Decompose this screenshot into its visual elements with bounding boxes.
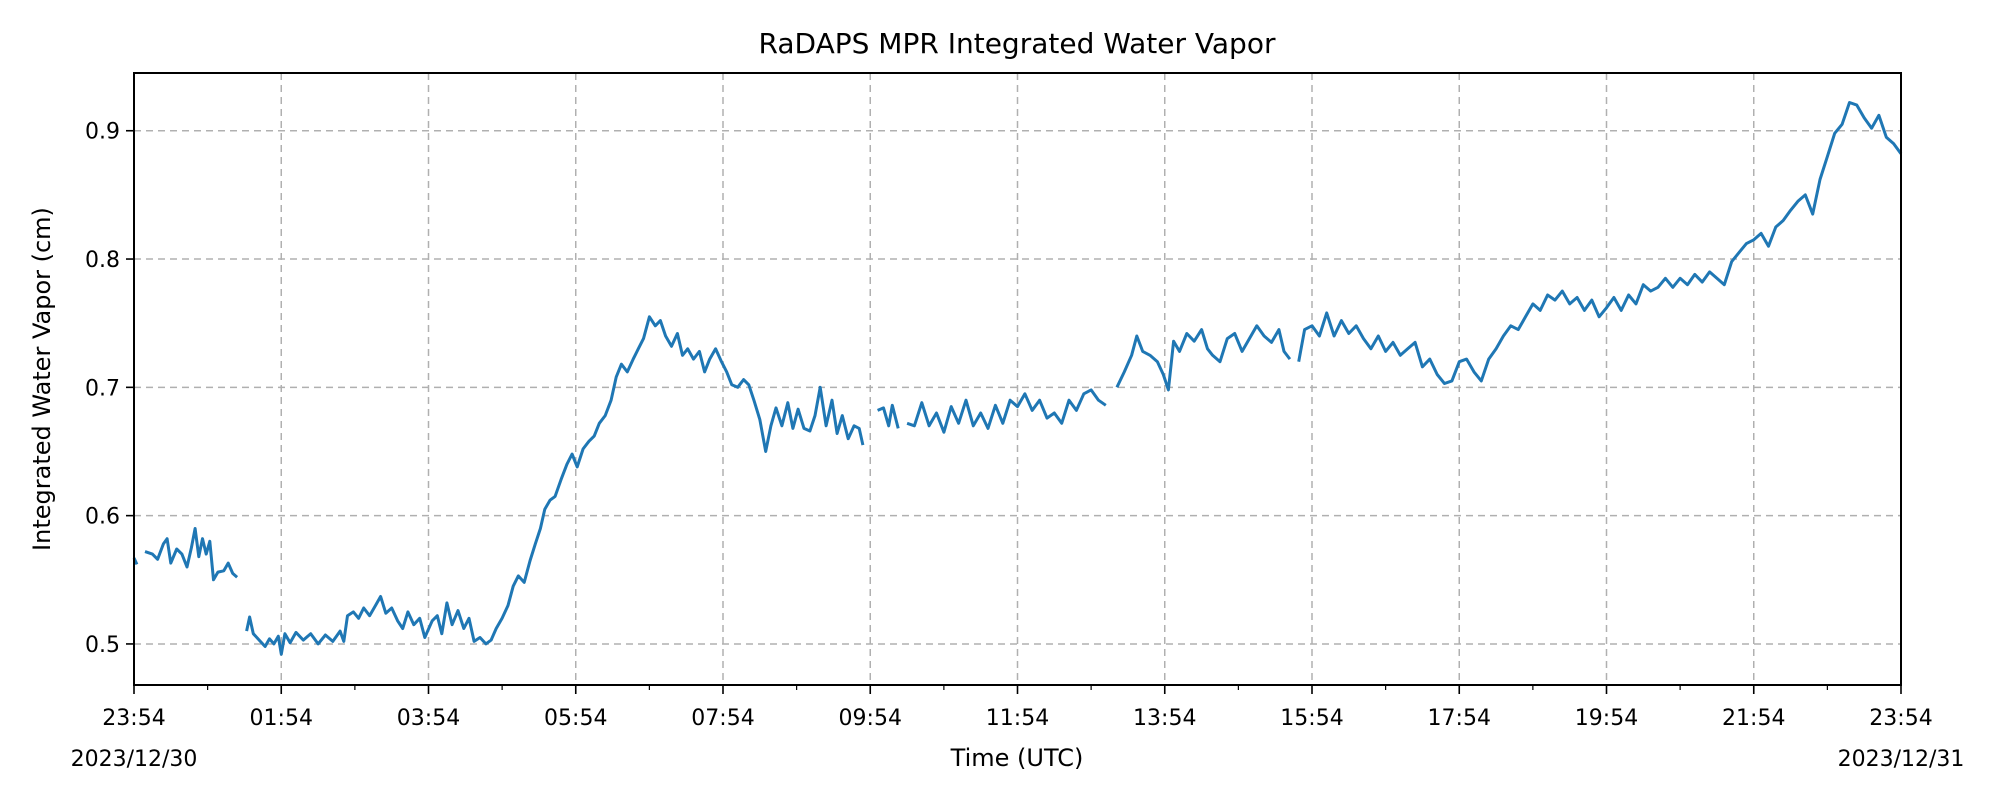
x-tick-label: 23:54	[102, 706, 165, 731]
line-segment	[245, 315, 865, 656]
x-tick-label: 03:54	[397, 706, 460, 731]
y-tick-label: 0.7	[85, 376, 120, 401]
y-axis: 0.5 0.6 0.7 0.8 0.9	[85, 120, 134, 658]
x-tick-label: 13:54	[1133, 706, 1196, 731]
y-tick-label: 0.9	[85, 120, 120, 145]
x-tick-label: 11:54	[986, 706, 1049, 731]
x-date-label: 2023/12/31	[1838, 747, 1965, 772]
x-tick-label: 23:54	[1869, 706, 1932, 731]
x-tick-label: 01:54	[250, 706, 313, 731]
x-tick-label: 15:54	[1280, 706, 1343, 731]
line-segment	[1115, 324, 1292, 392]
y-tick-label: 0.8	[85, 248, 120, 273]
x-tick-label: 07:54	[691, 706, 754, 731]
line-segment	[877, 403, 900, 429]
x-tick-label: 19:54	[1575, 706, 1638, 731]
data-line-series	[132, 101, 1903, 656]
x-tick-label: 21:54	[1722, 706, 1785, 731]
line-segment	[144, 527, 239, 582]
y-tick-label: 0.6	[85, 505, 120, 530]
line-segment	[1297, 101, 1903, 385]
y-tick-label: 0.5	[85, 633, 120, 658]
x-axis-label: Time (UTC)	[950, 744, 1084, 772]
x-axis: 23:54 01:54 03:54 05:54 07:54 09:54 11:54 13:54…	[71, 685, 1965, 772]
x-tick-label: 09:54	[839, 706, 902, 731]
chart-title: RaDAPS MPR Integrated Water Vapor	[759, 27, 1276, 60]
y-axis-label: Integrated Water Vapor (cm)	[28, 207, 56, 551]
x-tick-label: 05:54	[544, 706, 607, 731]
grid-lines	[134, 73, 1901, 685]
x-date-label: 2023/12/30	[71, 747, 198, 772]
line-segment	[906, 388, 1107, 434]
x-tick-label: 17:54	[1428, 706, 1491, 731]
